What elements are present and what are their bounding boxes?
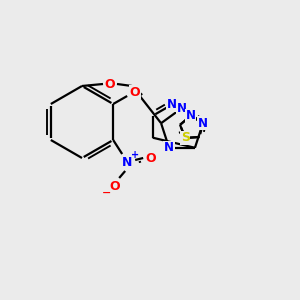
Text: +: + (131, 150, 139, 160)
Text: O: O (130, 85, 140, 98)
Text: N: N (198, 117, 208, 130)
Text: N: N (167, 98, 177, 111)
Text: N: N (122, 155, 132, 169)
Text: N: N (177, 101, 187, 115)
Text: N: N (186, 109, 196, 122)
Text: O: O (105, 77, 115, 91)
Text: −: − (101, 188, 111, 198)
Text: N: N (164, 141, 174, 154)
Text: O: O (146, 152, 157, 164)
Text: S: S (181, 131, 190, 145)
Text: O: O (110, 179, 121, 193)
